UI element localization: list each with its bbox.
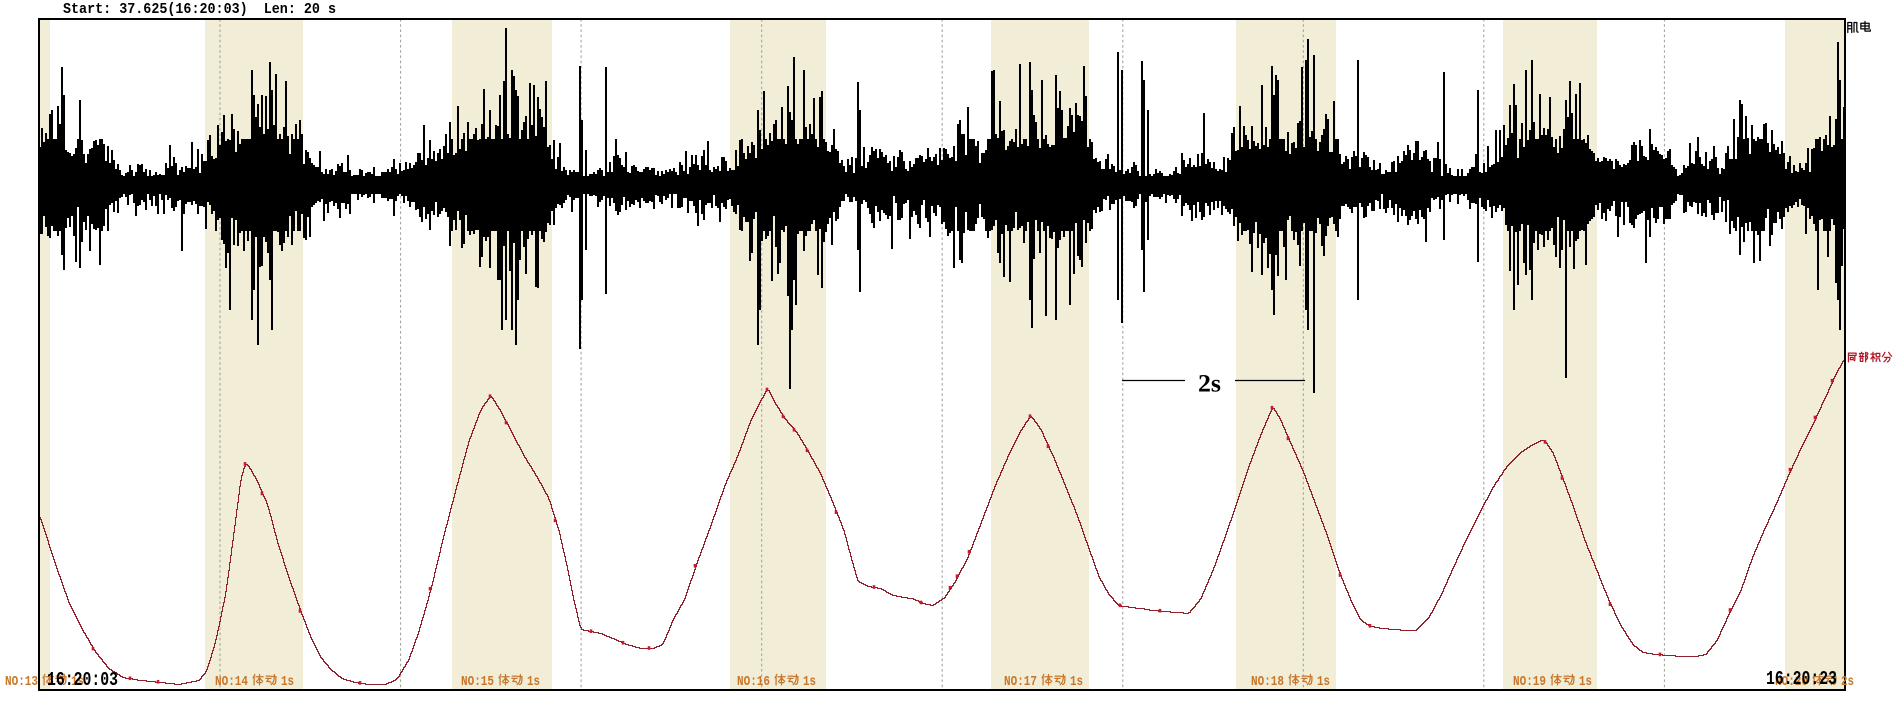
svg-text:1s: 1s <box>1317 675 1330 690</box>
svg-text:1s: 1s <box>1070 675 1083 690</box>
svg-text:1s: 1s <box>71 675 84 690</box>
svg-text:16:20:03: 16:20:03 <box>47 669 118 691</box>
svg-text:1s: 1s <box>803 675 816 690</box>
svg-text:NO:14: NO:14 <box>215 675 248 690</box>
svg-text:Start: 37.625(16:20:03) Len:: Start: 37.625(16:20:03) Len: 20 s <box>63 1 336 18</box>
svg-text:1s: 1s <box>281 675 294 690</box>
svg-text:NO:15: NO:15 <box>461 675 494 690</box>
svg-text:NO:20: NO:20 <box>1775 675 1808 690</box>
svg-text:1s: 1s <box>527 675 540 690</box>
svg-text:NO:18: NO:18 <box>1251 675 1284 690</box>
svg-text:NO:13: NO:13 <box>5 675 38 690</box>
svg-text:16:20:23: 16:20:23 <box>1766 668 1837 690</box>
svg-text:1s: 1s <box>1579 675 1592 690</box>
svg-text:NO:16: NO:16 <box>737 675 770 690</box>
svg-text:NO:17: NO:17 <box>1004 675 1037 690</box>
svg-text:NO:19: NO:19 <box>1513 675 1546 690</box>
svg-text:2s: 2s <box>1841 675 1854 690</box>
svg-text:2s: 2s <box>1198 371 1221 398</box>
